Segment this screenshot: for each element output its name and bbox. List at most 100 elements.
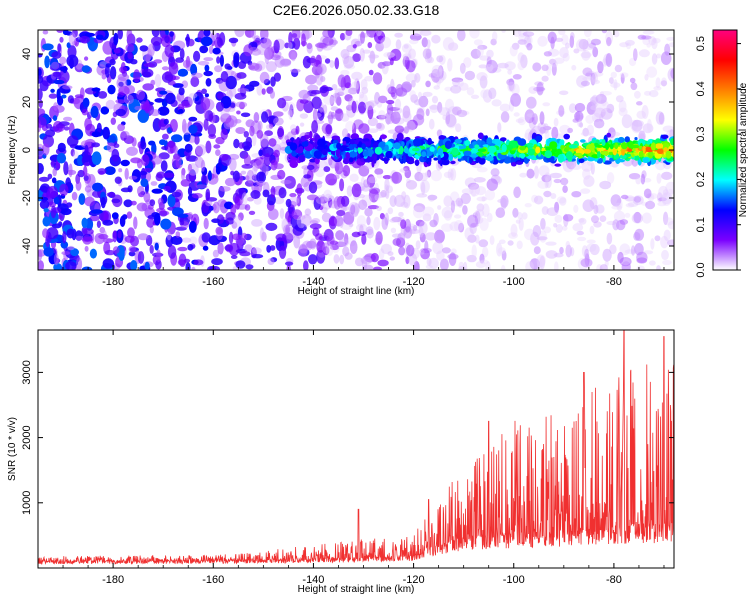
spectrogram-cell — [220, 128, 228, 140]
spectrogram-cell — [524, 109, 535, 124]
spectrogram-cell — [52, 167, 57, 177]
spectrogram-cell — [52, 115, 58, 121]
spectrogram-cell — [537, 180, 549, 189]
spectrogram-cell — [288, 49, 298, 60]
snr-panel: -180 -160 -140 -120 -100 -80 1000 2000 3000 Hei… — [7, 329, 675, 595]
spectrogram-cell — [373, 266, 382, 270]
spectrogram-cell — [394, 32, 403, 38]
spectrogram-cell — [477, 44, 488, 50]
spectrogram-cell — [265, 124, 274, 130]
spectrogram-cell — [207, 266, 217, 270]
spectrogram-cell — [334, 57, 340, 70]
spectrogram-cell — [628, 173, 641, 180]
spectrogram-cell — [245, 136, 252, 147]
spectrogram-cell — [320, 76, 326, 82]
spectrogram-cell — [340, 48, 350, 59]
spectrogram-cell — [507, 240, 514, 246]
spectrogram-cell — [311, 96, 322, 110]
spectrogram-cell — [462, 205, 468, 215]
spectrogram-cell — [290, 68, 301, 73]
spectrogram-cell — [185, 262, 191, 270]
spectrogram-cell — [100, 106, 110, 115]
spectrogram-cell — [167, 245, 177, 259]
spectrogram-cell — [177, 68, 189, 77]
spectrogram-signal-cell — [486, 137, 493, 145]
spectrogram-cell — [466, 254, 477, 263]
spectrogram-cell — [130, 59, 138, 65]
spectrogram-signal-cell — [596, 160, 603, 164]
spectrogram-cell — [431, 95, 439, 104]
spectrogram-cell — [120, 159, 130, 167]
spectrogram-signal-cell — [313, 150, 322, 159]
spectrogram-cell — [363, 179, 370, 188]
spectrogram-cell — [380, 243, 392, 255]
spectrogram-cell — [460, 193, 471, 205]
spectrogram-cell — [243, 154, 251, 167]
spectrogram-cell — [443, 210, 453, 221]
spectrogram-cell — [367, 117, 378, 127]
spectrogram-cell — [415, 240, 421, 250]
spectrogram-cell — [382, 175, 392, 180]
spectrogram-cell — [239, 251, 251, 257]
spectrogram-cell — [256, 43, 268, 56]
spectrogram-cell — [219, 153, 229, 161]
spectrogram-cell — [375, 30, 383, 37]
spectrogram-cell — [254, 63, 263, 72]
spectrogram-signal-cell — [595, 144, 604, 148]
spectrogram-cell — [583, 175, 595, 187]
spectrogram-cell — [450, 200, 455, 213]
spectrogram-cell — [339, 178, 345, 192]
spectrogram-cell — [329, 94, 335, 107]
spectrogram-cell — [84, 56, 89, 61]
spectrogram-cell — [651, 53, 658, 65]
spectrogram-cell — [139, 170, 148, 176]
spectrogram-cell — [545, 241, 557, 246]
spectrogram-cell — [533, 246, 541, 255]
spectrogram-cell — [591, 72, 599, 83]
spectrogram-cell — [305, 74, 317, 85]
spectrogram-cell — [212, 249, 219, 258]
spectrogram-cell — [600, 107, 613, 120]
spectrogram-cell — [632, 195, 644, 206]
spectrogram-cell — [104, 64, 110, 78]
spectrogram-signal-cell — [646, 141, 651, 145]
spectrogram-cell — [154, 242, 159, 251]
snr-series-line — [38, 330, 674, 565]
spectrogram-signal-cell — [335, 148, 341, 158]
colorbar-tick-label: 0.4 — [695, 81, 707, 96]
spectrogram-cell — [75, 180, 82, 191]
spectrogram-cell — [361, 233, 367, 245]
spectrogram-cell — [235, 188, 247, 198]
spectrogram-cell — [109, 58, 116, 66]
spectrogram-cell — [553, 223, 558, 228]
spectrogram-cell — [591, 94, 599, 108]
spectrogram-cell — [553, 117, 559, 127]
spectrogram-cell — [231, 233, 241, 241]
spectrogram-cell — [593, 107, 599, 122]
spectrogram-cell — [664, 43, 671, 56]
spectrogram-cell — [171, 134, 183, 143]
spectrogram-signal-cell — [575, 148, 584, 155]
spectrogram-cell — [177, 246, 188, 252]
spectrogram-cell — [553, 252, 564, 258]
spectrogram-cell — [661, 192, 673, 205]
spectrogram-cell — [339, 32, 346, 41]
spectrogram-cell — [661, 249, 669, 261]
spectrogram-cell — [420, 181, 426, 195]
spectrogram-signal-cell — [289, 142, 298, 151]
spectrogram-cell — [466, 255, 474, 260]
spectrogram-cell — [590, 72, 596, 86]
spectrogram-signal-cell — [295, 147, 304, 154]
spectrogram-cell — [634, 243, 644, 256]
spectrogram-signal-cell — [638, 151, 644, 158]
spectrogram-cell — [386, 84, 392, 93]
spectrogram-cell — [234, 30, 245, 38]
spectrogram-cell — [565, 42, 570, 49]
spectrogram-signal-cell — [488, 145, 497, 154]
spectrogram-signal-cell — [563, 133, 570, 140]
spectrogram-cell — [164, 35, 170, 44]
spectrogram-cell — [546, 63, 552, 76]
spectrogram-cell — [301, 214, 312, 226]
spectrogram-cell — [270, 54, 281, 61]
spectrogram-cell — [280, 179, 292, 185]
